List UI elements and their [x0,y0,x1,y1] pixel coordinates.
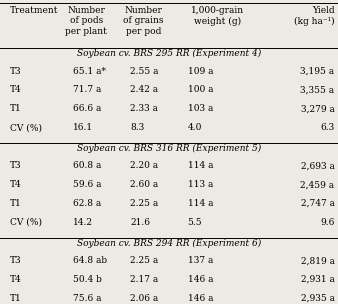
Text: Soybean cv. BRS 295 RR (Experiment 4): Soybean cv. BRS 295 RR (Experiment 4) [77,49,261,58]
Text: 65.1 a*: 65.1 a* [73,67,106,76]
Text: Number
of grains
per pod: Number of grains per pod [123,6,164,36]
Text: 113 a: 113 a [188,180,213,189]
Text: 2,459 a: 2,459 a [300,180,335,189]
Text: 2,819 a: 2,819 a [300,256,335,265]
Text: 62.8 a: 62.8 a [73,199,101,208]
Text: 1,000-grain
weight (g): 1,000-grain weight (g) [191,6,245,26]
Text: 3,195 a: 3,195 a [300,67,335,76]
Text: 75.6 a: 75.6 a [73,294,101,303]
Text: 3,279 a: 3,279 a [301,104,335,113]
Text: 50.4 b: 50.4 b [73,275,101,284]
Text: 109 a: 109 a [188,67,213,76]
Text: Yield
(kg ha⁻¹): Yield (kg ha⁻¹) [294,6,335,26]
Text: 2.25 a: 2.25 a [130,256,159,265]
Text: T4: T4 [10,85,22,95]
Text: 16.1: 16.1 [73,123,93,132]
Text: 2.33 a: 2.33 a [130,104,158,113]
Text: 2,931 a: 2,931 a [301,275,335,284]
Text: 137 a: 137 a [188,256,213,265]
Text: 2.25 a: 2.25 a [130,199,159,208]
Text: 5.5: 5.5 [188,218,202,227]
Text: 2.55 a: 2.55 a [130,67,159,76]
Text: 146 a: 146 a [188,294,213,303]
Text: 114 a: 114 a [188,161,213,171]
Text: 4.0: 4.0 [188,123,202,132]
Text: CV (%): CV (%) [10,123,42,132]
Text: 3,355 a: 3,355 a [300,85,335,95]
Text: 100 a: 100 a [188,85,213,95]
Text: Number
of pods
per plant: Number of pods per plant [65,6,107,36]
Text: Soybean cv. BRS 316 RR (Experiment 5): Soybean cv. BRS 316 RR (Experiment 5) [77,144,261,153]
Text: 71.7 a: 71.7 a [73,85,101,95]
Text: 2,935 a: 2,935 a [300,294,335,303]
Text: T4: T4 [10,275,22,284]
Text: 2.42 a: 2.42 a [130,85,158,95]
Text: 146 a: 146 a [188,275,213,284]
Text: 66.6 a: 66.6 a [73,104,101,113]
Text: T1: T1 [10,104,22,113]
Text: 103 a: 103 a [188,104,213,113]
Text: 2.20 a: 2.20 a [130,161,158,171]
Text: 64.8 ab: 64.8 ab [73,256,107,265]
Text: 2.17 a: 2.17 a [130,275,159,284]
Text: 59.6 a: 59.6 a [73,180,101,189]
Text: 114 a: 114 a [188,199,213,208]
Text: 6.3: 6.3 [320,123,335,132]
Text: 21.6: 21.6 [130,218,150,227]
Text: 8.3: 8.3 [130,123,144,132]
Text: T3: T3 [10,67,22,76]
Text: 60.8 a: 60.8 a [73,161,101,171]
Text: Treatment: Treatment [10,6,58,15]
Text: 2.06 a: 2.06 a [130,294,159,303]
Text: 9.6: 9.6 [320,218,335,227]
Text: T3: T3 [10,256,22,265]
Text: 14.2: 14.2 [73,218,93,227]
Text: CV (%): CV (%) [10,218,42,227]
Text: T3: T3 [10,161,22,171]
Text: T4: T4 [10,180,22,189]
Text: 2,693 a: 2,693 a [301,161,335,171]
Text: 2.60 a: 2.60 a [130,180,159,189]
Text: T1: T1 [10,199,22,208]
Text: 2,747 a: 2,747 a [300,199,335,208]
Text: Soybean cv. BRS 294 RR (Experiment 6): Soybean cv. BRS 294 RR (Experiment 6) [77,239,261,248]
Text: T1: T1 [10,294,22,303]
